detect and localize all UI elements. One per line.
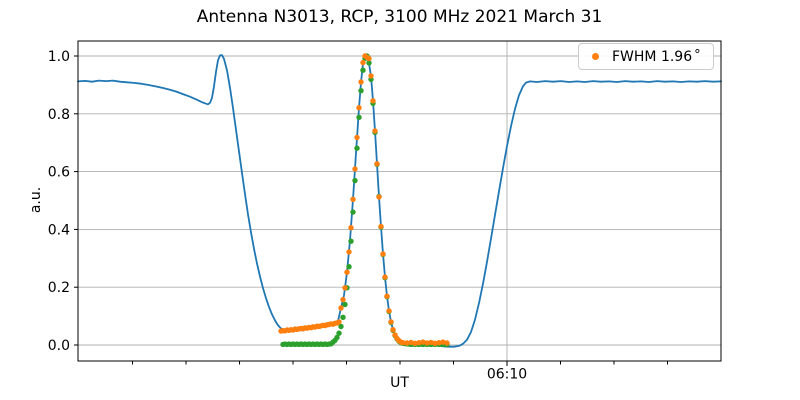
point-gaussian-fit-dots	[366, 60, 372, 66]
y-tick-label: 0.8	[48, 107, 70, 123]
y-tick-label: 1.0	[48, 49, 70, 65]
point-data-dots-fwhm	[340, 296, 346, 303]
point-gaussian-fit-dots	[350, 209, 356, 215]
point-data-dots-fwhm	[346, 249, 352, 255]
point-data-dots-fwhm	[370, 98, 376, 104]
point-data-dots-fwhm	[386, 308, 392, 314]
legend-degree-symbol: °	[694, 47, 701, 63]
legend-marker-dot	[592, 53, 599, 60]
point-data-dots-fwhm	[374, 161, 380, 167]
series-drift-scan-line	[77, 54, 722, 348]
point-data-dots-fwhm	[350, 196, 356, 202]
point-data-dots-fwhm	[416, 340, 422, 346]
point-gaussian-fit-dots	[348, 238, 354, 244]
point-data-dots-fwhm	[336, 319, 342, 325]
point-data-dots-fwhm	[432, 340, 438, 346]
point-data-dots-fwhm	[348, 225, 354, 231]
y-tick-label: 0.0	[48, 338, 70, 354]
x-axis-label: UT	[390, 375, 409, 391]
point-data-dots-fwhm	[344, 269, 350, 275]
point-gaussian-fit-dots	[334, 334, 340, 341]
point-gaussian-fit-dots	[354, 145, 360, 151]
y-tick-label: 0.6	[48, 165, 70, 181]
point-data-dots-fwhm	[424, 340, 430, 346]
legend-label: FWHM 1.96 °	[612, 47, 701, 65]
point-gaussian-fit-dots	[342, 301, 348, 308]
point-data-dots-fwhm	[372, 128, 378, 134]
legend-label-text: FWHM 1.96	[612, 48, 693, 65]
point-gaussian-fit-dots	[336, 330, 342, 336]
point-data-dots-fwhm	[436, 340, 442, 346]
point-data-dots-fwhm	[368, 73, 374, 79]
point-data-dots-fwhm	[412, 340, 418, 346]
point-data-dots-fwhm	[376, 194, 382, 200]
y-tick-label: 0.4	[48, 222, 70, 238]
point-gaussian-fit-dots	[346, 264, 352, 270]
point-data-dots-fwhm	[380, 251, 386, 257]
point-data-dots-fwhm	[382, 274, 388, 280]
point-data-dots-fwhm	[356, 105, 362, 111]
point-data-dots-fwhm	[390, 327, 396, 333]
point-gaussian-fit-dots	[356, 114, 362, 121]
point-data-dots-fwhm	[388, 319, 394, 325]
point-data-dots-fwhm	[400, 340, 406, 346]
chart-title: Antenna N3013, RCP, 3100 MHz 2021 March …	[196, 7, 603, 27]
point-gaussian-fit-dots	[340, 314, 346, 320]
point-gaussian-fit-dots	[358, 88, 364, 94]
point-data-dots-fwhm	[354, 134, 360, 141]
point-data-dots-fwhm	[378, 223, 384, 230]
point-data-dots-fwhm	[444, 340, 450, 346]
point-data-dots-fwhm	[352, 166, 358, 172]
y-axis-label: a.u.	[28, 186, 44, 214]
point-data-dots-fwhm	[384, 293, 390, 299]
point-data-dots-fwhm	[360, 59, 366, 66]
y-tick-label: 0.2	[48, 280, 70, 296]
point-data-dots-fwhm	[366, 55, 372, 62]
point-gaussian-fit-dots	[360, 67, 366, 73]
point-data-dots-fwhm	[358, 79, 364, 85]
point-data-dots-fwhm	[404, 340, 410, 346]
point-data-dots-fwhm	[338, 305, 344, 311]
legend: FWHM 1.96 °	[578, 43, 714, 70]
point-data-dots-fwhm	[342, 285, 348, 291]
point-gaussian-fit-dots	[338, 323, 344, 330]
point-gaussian-fit-dots	[352, 177, 358, 184]
axes-frame	[77, 40, 722, 362]
x-tick-label: 06:10	[487, 367, 527, 383]
